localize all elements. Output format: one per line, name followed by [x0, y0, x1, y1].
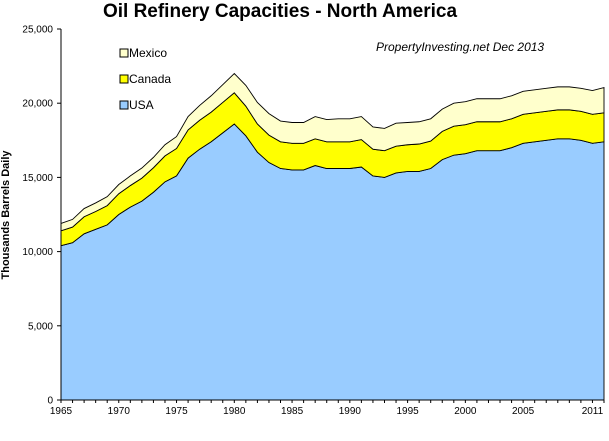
x-tick-label: 2011	[582, 406, 604, 417]
legend-swatch-usa	[119, 100, 129, 110]
x-tick-label: 1990	[339, 406, 362, 417]
area-mexico	[60, 72, 605, 232]
y-tick-label: 20,000	[22, 99, 53, 110]
chart-title: Oil Refinery Capacities - North America	[103, 1, 458, 22]
y-tick-group: 0 5,000 10,000 15,000 20,000 25,000	[22, 25, 61, 407]
legend-swatch-canada	[119, 74, 129, 84]
x-tick-label: 2000	[454, 406, 477, 417]
y-tick-label: 25,000	[22, 25, 53, 36]
x-tick-label: 1970	[108, 406, 131, 417]
legend-label-mexico: Mexico	[129, 46, 167, 60]
x-tick-label: 1985	[281, 406, 304, 417]
x-tick-label: 1995	[396, 406, 419, 417]
x-tick-label: 2005	[512, 406, 535, 417]
x-tick-label: 1965	[50, 406, 73, 417]
y-axis-label: Thousands Barrels Daily	[0, 150, 12, 280]
x-tick-label: 1980	[223, 406, 246, 417]
y-tick-label: 0	[47, 396, 53, 407]
y-tick-label: 15,000	[22, 173, 53, 184]
legend-label-canada: Canada	[129, 72, 171, 86]
legend-swatch-mexico	[119, 48, 129, 58]
legend: Mexico Canada USA	[119, 46, 171, 112]
source-annotation: PropertyInvesting.net Dec 2013	[376, 40, 544, 54]
x-tick-group: 1965 1970 1975 1980 1985 1990 1995 2000 2005 2011	[50, 400, 605, 417]
y-tick-label: 5,000	[28, 321, 53, 332]
y-tick-label: 10,000	[22, 247, 53, 258]
legend-label-usa: USA	[129, 98, 154, 112]
x-tick-label: 1975	[165, 406, 188, 417]
